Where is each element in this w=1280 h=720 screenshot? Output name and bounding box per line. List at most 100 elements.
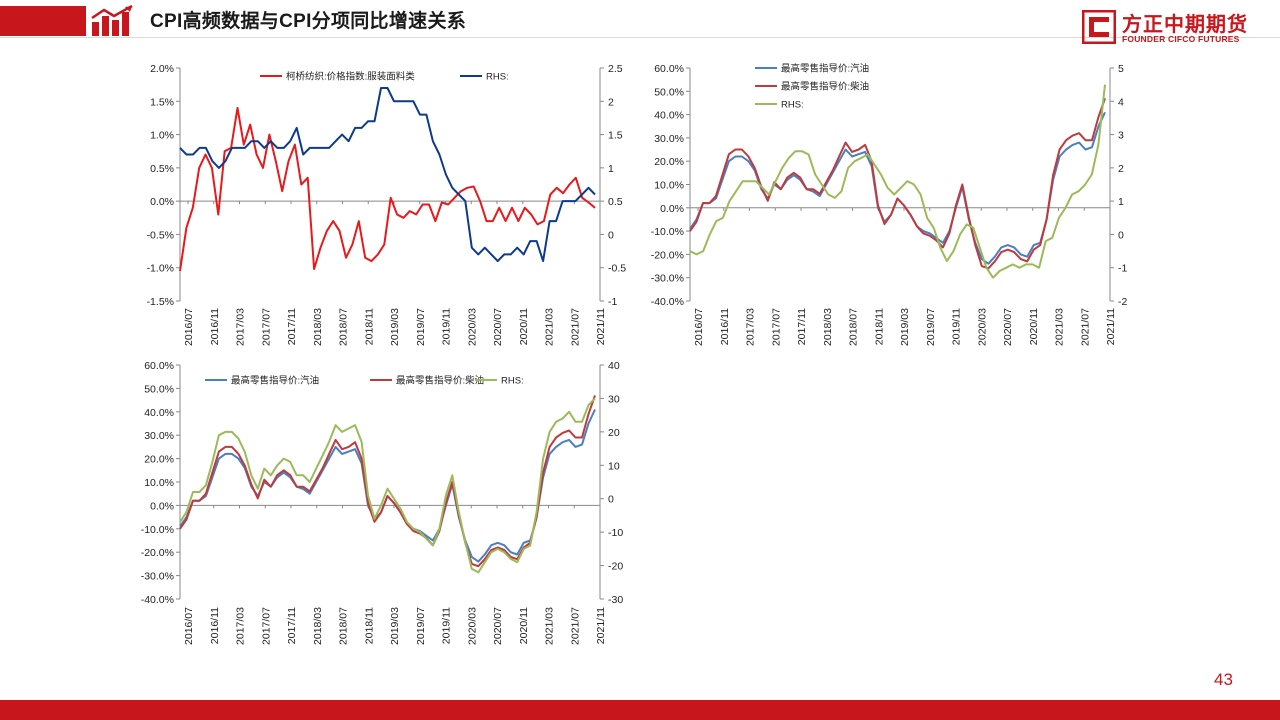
header-accent-bar	[0, 6, 86, 36]
left-tick-label: 0.0%	[150, 196, 174, 208]
x-tick-label: 2019/07	[415, 607, 427, 645]
left-tick-label: 0.5%	[150, 163, 174, 175]
left-tick-label: -10.0%	[651, 226, 684, 238]
x-tick-label: 2017/07	[260, 308, 272, 346]
right-tick-label: 30	[608, 393, 620, 405]
left-tick-label: 2.0%	[150, 63, 174, 75]
x-tick-label: 2017/07	[770, 308, 782, 346]
x-tick-label: 2018/07	[338, 607, 350, 645]
x-tick-label: 2019/07	[415, 308, 427, 346]
x-tick-label: 2020/11	[1028, 308, 1040, 345]
x-tick-label: 2017/03	[745, 308, 757, 346]
right-tick-label: 40	[608, 360, 620, 372]
left-tick-label: 10.0%	[144, 477, 174, 489]
x-tick-label: 2019/03	[389, 607, 401, 645]
chart-fuel-price-vs-cpi-1: -40.0%-30.0%-20.0%-10.0%0.0%10.0%20.0%30…	[651, 63, 1128, 346]
footer-bar	[0, 700, 1280, 720]
left-tick-label: 1.0%	[150, 130, 174, 142]
brand-mark-icon	[1082, 10, 1116, 44]
left-tick-label: 10.0%	[654, 180, 684, 192]
left-tick-label: 20.0%	[654, 156, 684, 168]
left-tick-label: 50.0%	[144, 383, 174, 395]
x-tick-label: 2016/11	[719, 308, 731, 345]
left-tick-label: -40.0%	[141, 594, 174, 606]
left-tick-label: 30.0%	[654, 133, 684, 145]
x-tick-label: 2018/07	[338, 308, 350, 346]
brand-logo: 方正中期期货 FOUNDER CIFCO FUTURES	[1082, 8, 1262, 48]
x-tick-label: 2016/07	[183, 308, 195, 346]
x-tick-label: 2017/11	[286, 308, 298, 345]
legend-label: 最高零售指导价:柴油	[396, 375, 484, 387]
right-tick-label: 0	[608, 229, 614, 241]
left-tick-label: 0.0%	[150, 500, 174, 512]
x-tick-label: 2021/11	[595, 607, 607, 644]
page-title: CPI高频数据与CPI分项同比增速关系	[150, 11, 467, 32]
left-tick-label: 60.0%	[144, 360, 174, 372]
legend-label: 最高零售指导价:柴油	[781, 81, 869, 93]
x-tick-label: 2021/03	[544, 308, 556, 346]
left-tick-label: -10.0%	[141, 524, 174, 536]
x-tick-label: 2016/11	[209, 308, 221, 345]
chart-fabric-price-vs-cpi: -1.5% -1.0% -0.5% 0.0% 0.5% 1.0% 1.5% 2.0% -1 -0.…	[147, 63, 627, 346]
right-tick-label: 1	[1118, 196, 1124, 208]
left-tick-label: 20.0%	[144, 454, 174, 466]
left-tick-label: -20.0%	[141, 547, 174, 559]
series-line	[689, 84, 1106, 279]
legend-label: RHS:	[486, 72, 509, 83]
x-tick-label: 2021/07	[569, 607, 581, 645]
x-tick-label: 2019/11	[441, 308, 453, 345]
x-tick-label: 2019/07	[925, 308, 937, 346]
series-line	[179, 409, 596, 563]
series-line	[179, 395, 596, 568]
series-line	[689, 97, 1106, 270]
x-tick-label: 2016/07	[183, 607, 195, 645]
legend-label: 最高零售指导价:汽油	[781, 63, 869, 75]
brand-name-cn: 方正中期期货	[1122, 14, 1248, 36]
right-tick-label: -30	[608, 594, 623, 606]
left-tick-label: -30.0%	[141, 571, 174, 583]
x-tick-label: 2018/03	[312, 308, 324, 346]
right-tick-label: 1	[608, 163, 614, 175]
left-tick-label: 50.0%	[654, 86, 684, 98]
x-tick-label: 2021/07	[569, 308, 581, 346]
chart-fuel-price-vs-cpi-2: -40.0% -30.0% -20.0% -10.0% 0.0% 10.0% 20.0% 30…	[141, 360, 624, 645]
right-tick-label: 2	[608, 96, 614, 108]
x-tick-label: 2020/07	[492, 308, 504, 346]
x-tick-label: 2020/11	[518, 607, 530, 644]
x-tick-label: 2021/03	[544, 607, 556, 645]
x-tick-label: 2019/11	[951, 308, 963, 345]
right-tick-label: 2.5	[608, 63, 623, 75]
x-tick-label: 2018/11	[363, 607, 375, 644]
x-tick-label: 2021/03	[1054, 308, 1066, 346]
left-tick-label: -40.0%	[651, 296, 684, 308]
right-tick-label: -1	[608, 296, 617, 308]
series-line	[689, 111, 1106, 265]
right-tick-label: -0.5	[608, 263, 626, 275]
x-tick-label: 2020/07	[1002, 308, 1014, 346]
left-tick-label: 60.0%	[654, 63, 684, 75]
header-divider	[0, 37, 1280, 38]
x-tick-label: 2018/07	[848, 308, 860, 346]
page-number: 43	[1214, 670, 1233, 689]
left-tick-label: -0.5%	[147, 229, 174, 241]
x-tick-label: 2016/07	[693, 308, 705, 346]
x-tick-label: 2019/03	[389, 308, 401, 346]
right-tick-label: -20	[608, 561, 623, 573]
right-tick-label: -2	[1118, 296, 1127, 308]
x-tick-label: 2017/03	[235, 308, 247, 346]
right-tick-label: 3	[1118, 130, 1124, 142]
legend-label: RHS:	[781, 100, 804, 111]
right-tick-label: 4	[1118, 96, 1124, 108]
left-tick-label: 40.0%	[654, 110, 684, 122]
x-tick-label: 2018/11	[363, 308, 375, 345]
x-tick-label: 2020/11	[518, 308, 530, 345]
left-tick-label: -1.5%	[147, 296, 174, 308]
x-tick-label: 2017/11	[796, 308, 808, 345]
x-tick-label: 2020/03	[976, 308, 988, 346]
right-tick-label: 5	[1118, 63, 1124, 75]
left-tick-label: 40.0%	[144, 407, 174, 419]
brand-name-en: FOUNDER CIFCO FUTURES	[1122, 34, 1240, 44]
x-tick-label: 2018/03	[312, 607, 324, 645]
rising-chart-icon	[91, 4, 133, 36]
x-tick-label: 2018/11	[873, 308, 885, 345]
